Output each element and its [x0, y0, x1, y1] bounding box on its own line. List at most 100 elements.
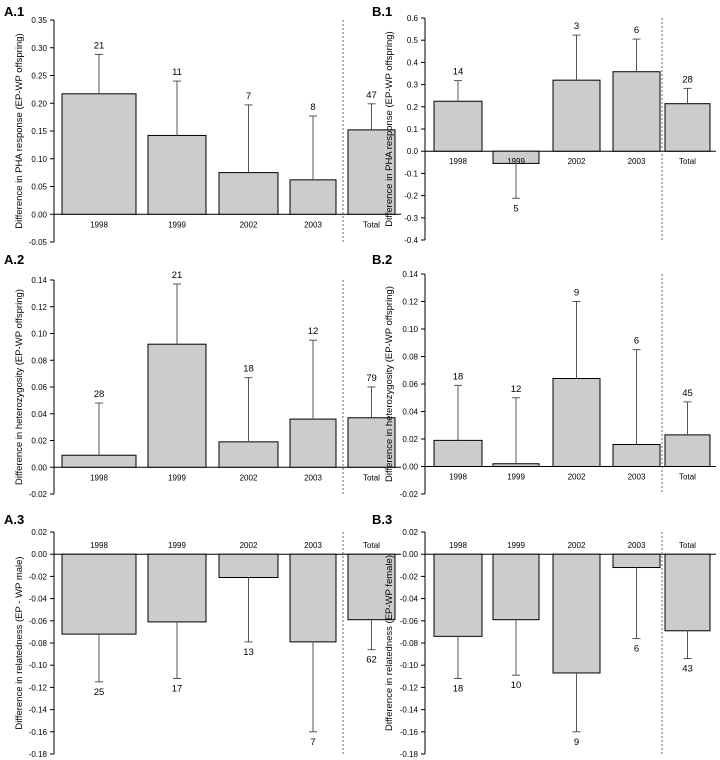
- category-label-2002: 2002: [568, 541, 586, 550]
- sample-size-label: 14: [453, 67, 464, 78]
- y-tick-label: -0.10: [29, 661, 48, 670]
- category-label-1998: 1998: [90, 473, 108, 482]
- sample-size-label: 10: [511, 680, 522, 691]
- y-tick-label: -0.02: [29, 490, 48, 499]
- bar-total: [664, 553, 711, 632]
- panel-label: A.2: [4, 252, 24, 267]
- sample-size-label: 62: [366, 655, 377, 666]
- bar-1998: [433, 100, 483, 152]
- sample-size-label: 5: [513, 203, 518, 214]
- chart-panel-b2: B.2 Difference in heterozygosity (EP-WP o…: [372, 252, 716, 499]
- bar-2002: [552, 553, 601, 674]
- sample-size-label: 12: [511, 384, 522, 395]
- category-label-2003: 2003: [304, 541, 322, 550]
- bar-2003: [612, 444, 661, 467]
- chart-panel-a1: A.1 Difference in PHA response (EP-WP off…: [4, 4, 401, 247]
- category-label-2002: 2002: [568, 157, 586, 166]
- category-label-1998: 1998: [90, 541, 108, 550]
- y-tick-label: 0.25: [31, 72, 47, 81]
- chart-panel-a2: A.2 Difference in heterozygosity (EP-WP o…: [4, 252, 401, 499]
- bar-2002: [218, 553, 279, 579]
- y-tick-label: 0.00: [402, 463, 418, 472]
- y-tick-label: 0.4: [407, 58, 419, 67]
- y-tick-label: 0.00: [31, 463, 47, 472]
- bar-2003: [289, 418, 337, 468]
- category-label-1999: 1999: [507, 541, 525, 550]
- sample-size-label: 3: [574, 21, 579, 32]
- y-tick-label: -0.14: [29, 706, 48, 715]
- bar-1999: [492, 463, 540, 467]
- category-label-2003: 2003: [628, 157, 646, 166]
- category-label-1999: 1999: [507, 473, 525, 482]
- category-label-1999: 1999: [168, 473, 186, 482]
- y-axis-label: Difference in PHA response (EP-WP offspr…: [14, 33, 25, 228]
- y-tick-label: -0.12: [400, 683, 419, 692]
- y-tick-label: 0.5: [407, 36, 419, 45]
- category-label-total: Total: [679, 473, 696, 482]
- sample-size-label: 9: [574, 288, 579, 299]
- y-tick-label: -0.04: [29, 595, 48, 604]
- y-tick-label: -0.4: [404, 236, 418, 245]
- category-label-1998: 1998: [90, 220, 108, 229]
- y-tick-label: -0.08: [29, 639, 48, 648]
- category-label-2002: 2002: [240, 541, 258, 550]
- sample-size-label: 17: [172, 684, 183, 695]
- sample-size-label: 7: [246, 91, 251, 102]
- y-axis-label: Difference in PHA response (EP-WP offspr…: [384, 31, 395, 226]
- bar-1998: [61, 93, 137, 215]
- category-label-2002: 2002: [240, 220, 258, 229]
- y-tick-label: 0.10: [31, 330, 47, 339]
- y-tick-label: 0.00: [31, 550, 47, 559]
- sample-size-label: 43: [682, 664, 693, 675]
- category-label-2003: 2003: [304, 220, 322, 229]
- sample-size-label: 25: [94, 687, 105, 698]
- sample-size-label: 11: [172, 67, 182, 78]
- sample-size-label: 7: [310, 737, 315, 748]
- category-label-1998: 1998: [449, 473, 467, 482]
- y-tick-label: -0.1: [404, 169, 418, 178]
- y-axis-label: Difference in relatedness (EP-WP female): [384, 555, 395, 731]
- y-tick-label: 0.02: [31, 528, 47, 537]
- category-label-total: Total: [363, 541, 380, 550]
- y-tick-label: 0.05: [31, 183, 47, 192]
- y-tick-label: -0.18: [400, 750, 419, 759]
- sample-size-label: 28: [94, 389, 105, 400]
- y-tick-label: 0.06: [402, 380, 418, 389]
- y-tick-label: 0.12: [31, 303, 47, 312]
- y-tick-label: 0.20: [31, 99, 47, 108]
- y-tick-label: -0.18: [29, 750, 48, 759]
- bar-2003: [612, 553, 661, 569]
- sample-size-label: 21: [172, 270, 183, 281]
- y-tick-label: -0.14: [400, 706, 419, 715]
- category-label-2003: 2003: [304, 473, 322, 482]
- bar-total: [664, 103, 711, 152]
- category-label-total: Total: [679, 541, 696, 550]
- y-tick-label: -0.08: [400, 639, 419, 648]
- y-tick-label: 0.10: [402, 325, 418, 334]
- bar-2002: [218, 441, 279, 468]
- bar-1999: [147, 343, 207, 468]
- y-tick-label: -0.04: [400, 595, 419, 604]
- y-tick-label: 0.12: [402, 298, 418, 307]
- category-label-total: Total: [363, 220, 380, 229]
- y-tick-label: -0.05: [29, 238, 48, 247]
- y-tick-label: 0.14: [31, 276, 47, 285]
- bar-1998: [61, 454, 137, 468]
- y-tick-label: 0.1: [407, 125, 419, 134]
- category-label-1999: 1999: [168, 220, 186, 229]
- category-label-2003: 2003: [628, 473, 646, 482]
- y-tick-label: 0.30: [31, 44, 47, 53]
- chart-panel-a3: A.3 Difference in relatedness (EP - WP ma…: [4, 512, 401, 759]
- panel-label: B.1: [372, 4, 392, 19]
- sample-size-label: 8: [310, 102, 315, 113]
- bar-2002: [552, 79, 601, 152]
- panel-label: A.3: [4, 512, 24, 527]
- sample-size-label: 6: [634, 25, 639, 36]
- category-label-2003: 2003: [628, 541, 646, 550]
- y-tick-label: 0.08: [31, 356, 47, 365]
- sample-size-label: 28: [682, 74, 693, 85]
- panel-label: B.2: [372, 252, 392, 267]
- sample-size-label: 18: [453, 371, 464, 382]
- y-tick-label: 0.10: [31, 155, 47, 164]
- bar-1999: [147, 553, 207, 623]
